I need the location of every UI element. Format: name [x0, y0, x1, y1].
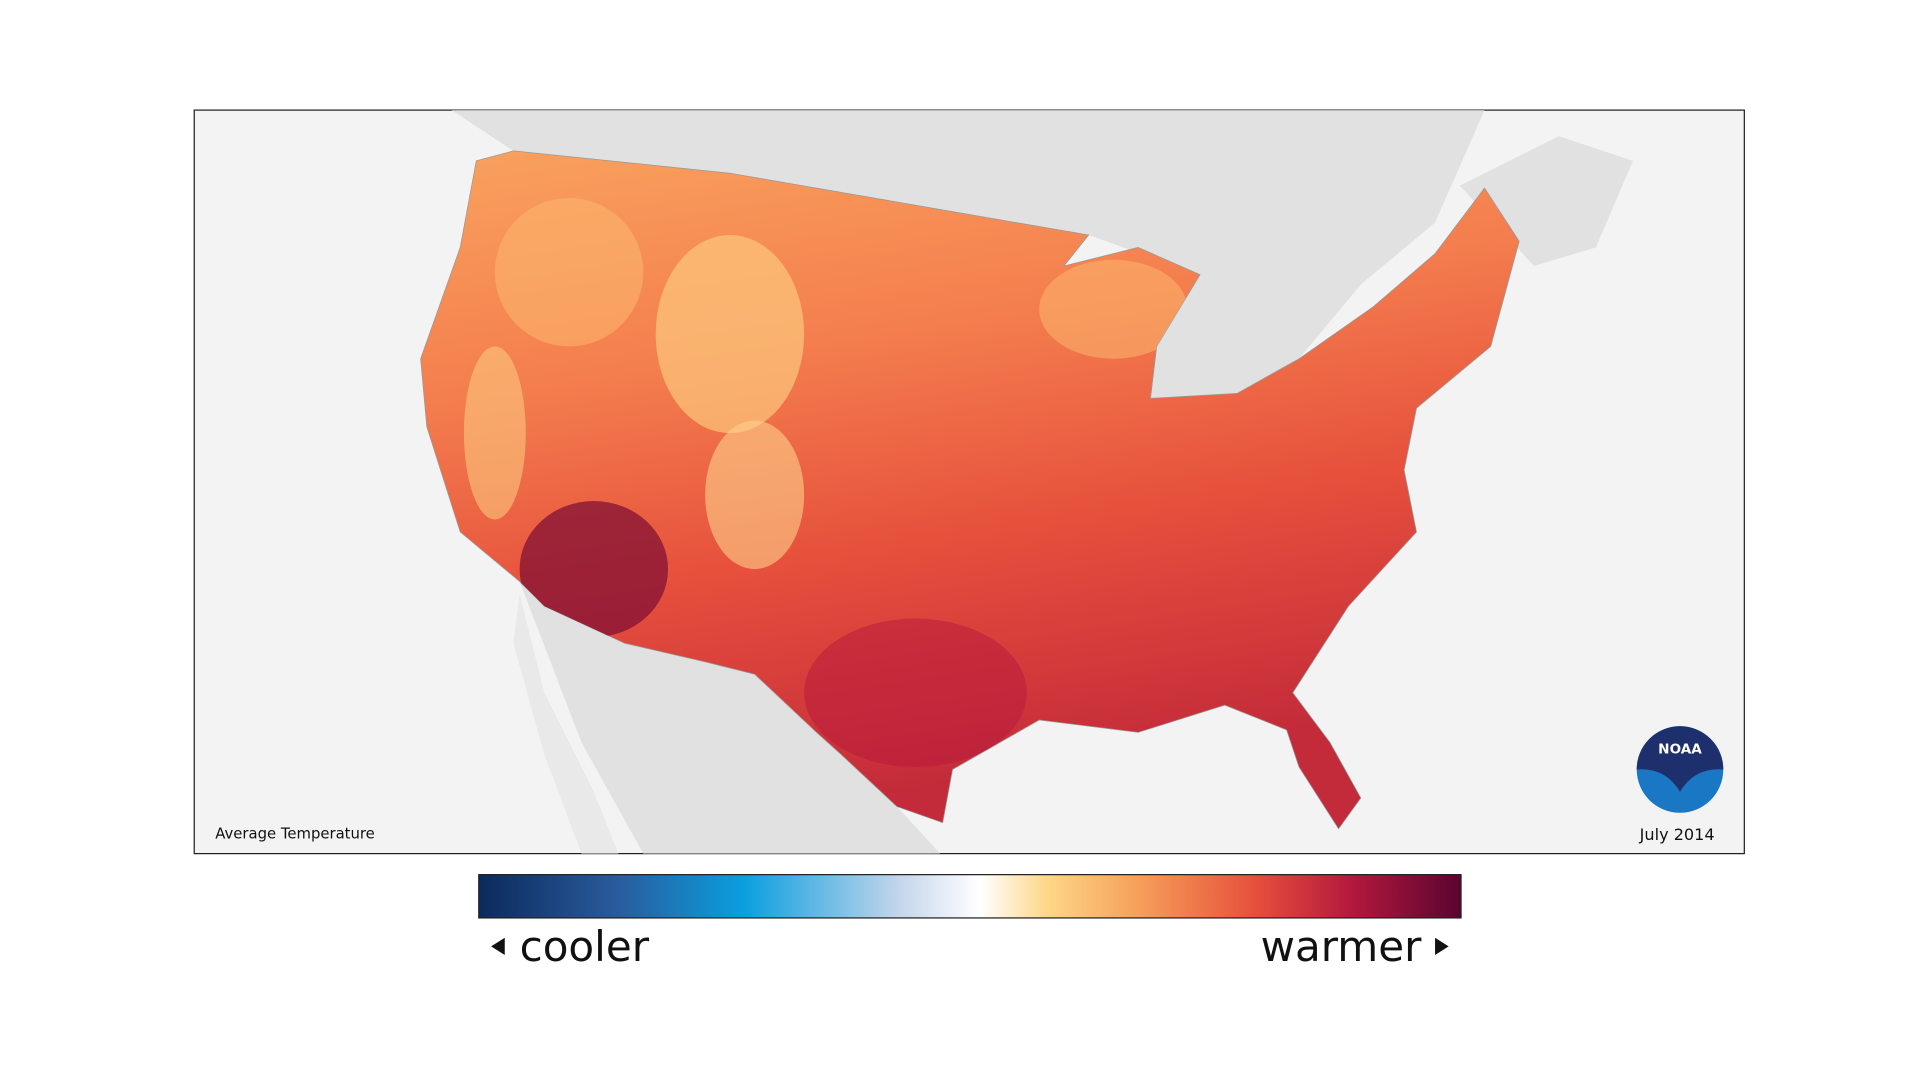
map-title: Average Temperature — [215, 826, 375, 843]
cooler-arrow — [491, 937, 505, 956]
map-date: July 2014 — [1639, 825, 1715, 844]
logo-text: NOAA — [1658, 741, 1702, 757]
temperature-detail — [463, 197, 1188, 768]
basemap — [451, 110, 1633, 854]
color-bar — [478, 874, 1462, 919]
warmer-arrow — [1435, 937, 1449, 956]
canada-east — [1459, 136, 1633, 266]
mexico-land — [519, 581, 941, 854]
legend-high: warmer — [1261, 922, 1423, 971]
legend-low: cooler — [520, 922, 650, 971]
canada-land — [451, 110, 1485, 399]
noaa-logo: NOAA — [1636, 726, 1724, 813]
logo-top — [1636, 726, 1724, 792]
